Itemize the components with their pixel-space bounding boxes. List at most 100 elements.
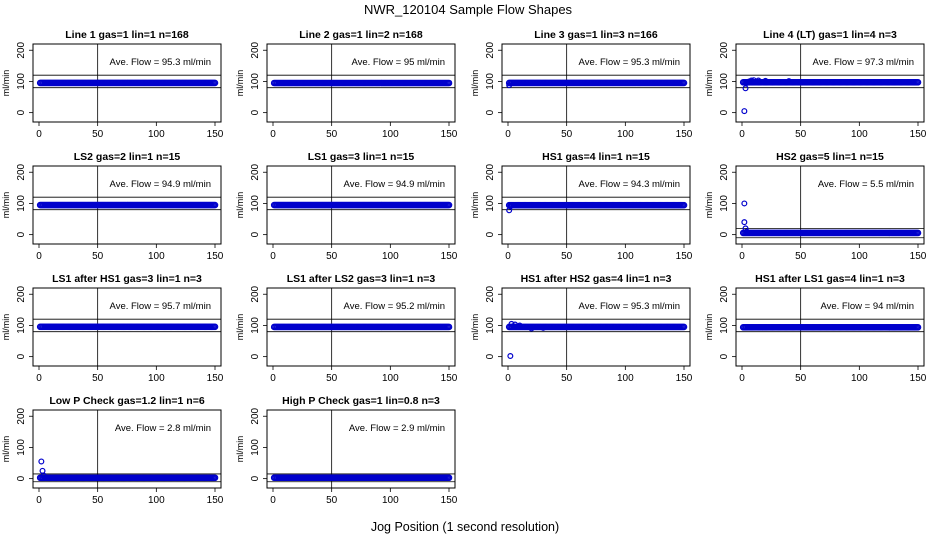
x-tick-label: 0: [36, 251, 42, 262]
panel-title: Line 3 gas=1 lin=3 n=166: [534, 29, 658, 41]
ave-flow-annotation: Ave. Flow = 94.3 ml/min: [579, 179, 680, 190]
data-point: [914, 324, 922, 331]
y-axis-label: ml/min: [235, 314, 245, 341]
y-axis-label: ml/min: [470, 314, 480, 341]
y-tick-label: 200: [719, 285, 730, 302]
outlier-point: [742, 225, 749, 232]
y-tick-label: 100: [250, 439, 261, 456]
y-tick-label: 0: [485, 109, 496, 115]
outlier-point: [748, 77, 755, 84]
x-tick-label: 100: [148, 495, 165, 506]
outlier-point: [743, 228, 750, 235]
x-tick-label: 0: [270, 251, 276, 262]
data-point: [445, 323, 453, 331]
outlier-point: [528, 325, 535, 332]
data-point: [211, 79, 219, 87]
data-series: [270, 79, 453, 87]
y-axis-label: ml/min: [470, 70, 480, 97]
x-tick-label: 50: [326, 373, 338, 384]
y-axis-label: ml/min: [1, 436, 11, 463]
x-tick-label: 150: [676, 373, 693, 384]
panel-title: LS1 after LS2 gas=3 lin=1 n=3: [287, 273, 436, 285]
x-tick-label: 50: [326, 129, 338, 140]
x-tick-label: 50: [561, 373, 573, 384]
data-series: [36, 201, 219, 209]
data-point: [680, 79, 688, 87]
outlier-point: [38, 458, 45, 465]
x-tick-label: 150: [676, 251, 693, 262]
data-point: [445, 474, 453, 482]
x-tick-label: 100: [617, 129, 634, 140]
outlier-point: [785, 78, 792, 85]
plot-frame: [32, 287, 222, 367]
x-tick-label: 100: [382, 251, 399, 262]
y-tick-label: 200: [250, 407, 261, 424]
x-tick-label: 0: [36, 495, 42, 506]
outlier-point: [762, 77, 769, 84]
y-tick-label: 100: [16, 317, 27, 334]
data-series: [739, 324, 922, 331]
panel-title: HS2 gas=5 lin=1 n=15: [776, 151, 884, 163]
y-tick-label: 200: [16, 163, 27, 180]
x-tick-label: 100: [851, 251, 868, 262]
y-tick-label: 0: [250, 231, 261, 237]
y-axis-label: ml/min: [704, 314, 714, 341]
x-tick-label: 100: [382, 373, 399, 384]
data-series: [270, 474, 453, 482]
y-axis-label: ml/min: [704, 192, 714, 219]
x-tick-label: 0: [505, 373, 511, 384]
panel-3: Line 3 gas=1 lin=3 n=166 0 100 200 ml/min 0 50…: [470, 29, 693, 140]
y-tick-label: 200: [719, 163, 730, 180]
x-tick-label: 0: [270, 129, 276, 140]
y-tick-label: 200: [485, 285, 496, 302]
x-tick-label: 100: [148, 373, 165, 384]
panel-7: HS1 gas=4 lin=1 n=15 0 100 200 ml/min 0 50 100 1…: [470, 151, 693, 262]
panel-title: High P Check gas=1 lin=0.8 n=3: [282, 395, 440, 407]
x-tick-label: 0: [505, 251, 511, 262]
outlier-point: [755, 77, 762, 84]
ave-flow-annotation: Ave. Flow = 95.7 ml/min: [110, 301, 211, 312]
ave-flow-annotation: Ave. Flow = 2.9 ml/min: [349, 423, 445, 434]
y-axis-label: ml/min: [1, 192, 11, 219]
y-tick-label: 0: [719, 353, 730, 359]
x-tick-label: 100: [617, 251, 634, 262]
y-tick-label: 100: [719, 195, 730, 212]
panel-2: Line 2 gas=1 lin=2 n=168 0 100 200 ml/min 0 50…: [235, 29, 458, 140]
y-tick-label: 100: [485, 195, 496, 212]
y-tick-label: 0: [16, 231, 27, 237]
x-tick-label: 0: [739, 129, 745, 140]
ave-flow-annotation: Ave. Flow = 95.3 ml/min: [579, 57, 680, 68]
panel-11: HS1 after HS2 gas=4 lin=1 n=3 0 100 200 ml/m…: [470, 273, 693, 384]
figure-xlabel: Jog Position (1 second resolution): [371, 520, 559, 534]
y-tick-label: 0: [16, 353, 27, 359]
panel-title: LS1 gas=3 lin=1 n=15: [308, 151, 415, 163]
x-tick-label: 150: [441, 251, 458, 262]
x-tick-label: 0: [270, 495, 276, 506]
y-tick-label: 0: [485, 353, 496, 359]
x-tick-label: 0: [739, 251, 745, 262]
plot-frame: [501, 165, 691, 245]
panel-5: LS2 gas=2 lin=1 n=15 0 100 200 ml/min 0 50 100 1…: [1, 151, 224, 262]
panel-title: Line 4 (LT) gas=1 lin=4 n=3: [763, 29, 897, 41]
plot-frame: [266, 165, 456, 245]
x-tick-label: 100: [148, 251, 165, 262]
y-tick-label: 200: [485, 163, 496, 180]
data-series: [36, 474, 219, 482]
panel-14: High P Check gas=1 lin=0.8 n=3 0 100 200 ml/…: [235, 395, 458, 506]
y-tick-label: 0: [16, 475, 27, 481]
outlier-point: [508, 320, 515, 327]
y-tick-label: 0: [719, 109, 730, 115]
data-series: [505, 201, 688, 209]
y-tick-label: 200: [16, 407, 27, 424]
outlier-point: [39, 467, 46, 474]
x-tick-label: 50: [795, 129, 807, 140]
plot-frame: [735, 287, 925, 367]
ave-flow-annotation: Ave. Flow = 95.3 ml/min: [579, 301, 680, 312]
y-tick-label: 100: [250, 73, 261, 90]
plot-frame: [32, 409, 222, 489]
panel-1: Line 1 gas=1 lin=1 n=168 0 100 200 ml/min 0 50…: [1, 29, 224, 140]
x-tick-label: 50: [326, 251, 338, 262]
ave-flow-annotation: Ave. Flow = 94.9 ml/min: [110, 179, 211, 190]
y-tick-label: 0: [485, 231, 496, 237]
y-tick-label: 100: [250, 317, 261, 334]
